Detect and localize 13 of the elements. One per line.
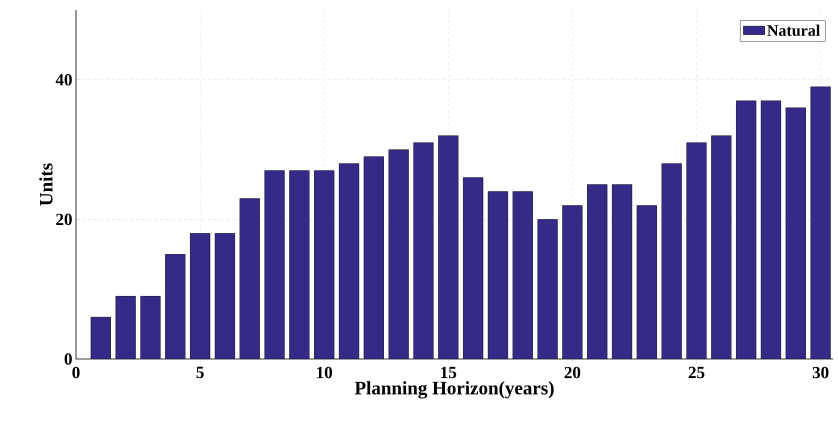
y-axis-title: Units <box>39 163 53 206</box>
y-tick-label: 0 <box>64 353 72 365</box>
x-axis-title: Planning Horizon(years) <box>354 381 554 399</box>
x-tick-label: 30 <box>812 366 828 378</box>
x-tick-label: 5 <box>196 366 204 378</box>
legend-label: Natural <box>767 24 820 36</box>
x-tick-label: 25 <box>688 366 704 378</box>
y-tick-label: 20 <box>56 214 72 226</box>
x-tick-label: 10 <box>317 366 332 378</box>
y-tick-label: 40 <box>56 74 72 86</box>
x-tick-label: 15 <box>441 366 456 378</box>
x-tick-label: 20 <box>564 366 580 378</box>
x-tick-label: 0 <box>72 366 80 378</box>
